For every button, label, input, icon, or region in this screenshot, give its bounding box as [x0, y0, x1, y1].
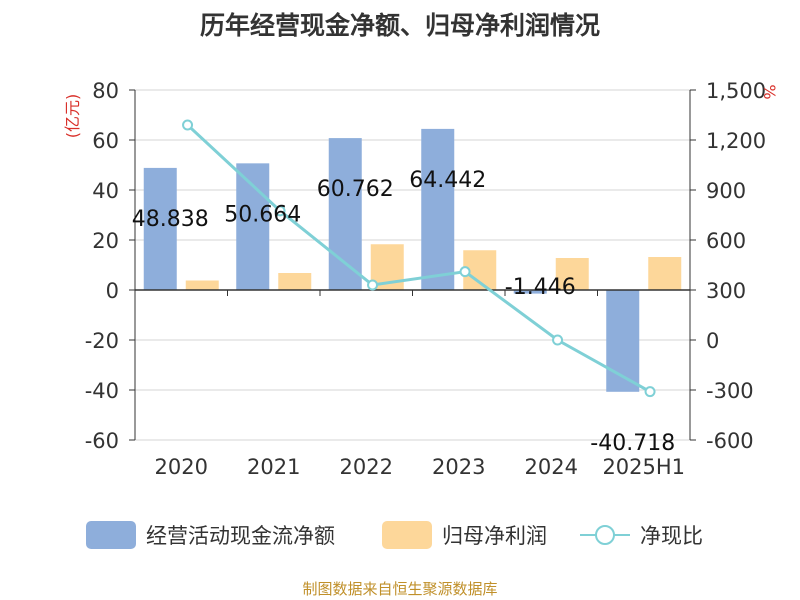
legend-swatch-ratio	[580, 521, 630, 549]
axes	[129, 89, 696, 441]
bar-profit	[648, 257, 682, 290]
data-label-cash: 64.442	[409, 168, 486, 193]
ratio-point	[644, 386, 656, 398]
right-tick-label: -600	[706, 429, 754, 453]
x-tick-label: 2023	[432, 455, 485, 479]
left-axis-unit: (亿元)	[63, 94, 82, 139]
ratio-point	[459, 266, 471, 278]
left-tick-label: 0	[106, 279, 119, 303]
right-tick-label: -300	[706, 379, 754, 403]
ratio-line	[182, 119, 656, 398]
bar-profit	[185, 280, 219, 290]
ratio-point	[552, 334, 564, 346]
tick-labels: 80 60 40 20 0 -20 -40 -60 1,500 1,200 900 600 300 0 -3…	[85, 79, 766, 479]
left-tick-label: -20	[85, 329, 119, 353]
ratio-polyline	[186, 123, 651, 393]
legend-item-ratio[interactable]: 净现比	[580, 518, 703, 552]
legend-label-profit: 归母净利润	[442, 524, 547, 548]
legend-swatch-cash	[86, 521, 136, 549]
left-tick-label: 60	[92, 129, 119, 153]
right-tick-label: 600	[706, 229, 746, 253]
legend-label-cash: 经营活动现金流净额	[146, 524, 335, 548]
data-label-cash: 48.838	[132, 207, 209, 232]
left-tick-label: 80	[92, 79, 119, 103]
left-tick-label: 20	[92, 229, 119, 253]
legend-item-profit[interactable]: 归母净利润	[382, 518, 547, 552]
right-tick-label: 300	[706, 279, 746, 303]
right-tick-label: 0	[706, 329, 719, 353]
data-label-cash: 60.762	[317, 177, 394, 202]
bar-cash	[143, 167, 177, 290]
left-tick-label: -60	[85, 429, 119, 453]
legend-swatch-profit	[382, 521, 432, 549]
right-tick-label: 1,500	[706, 79, 766, 103]
right-tick-label: 900	[706, 179, 746, 203]
bar-cash	[513, 290, 547, 294]
left-tick-label: -40	[85, 379, 119, 403]
source-note: 制图数据来自恒生聚源数据库	[302, 580, 498, 598]
bar-cash	[328, 138, 362, 290]
bar-profit	[555, 258, 589, 290]
ratio-point	[367, 279, 379, 291]
bar-cash	[421, 128, 455, 290]
x-tick-label: 2022	[340, 455, 393, 479]
ratio-point	[274, 205, 286, 217]
x-tick-label: 2020	[155, 455, 208, 479]
gridlines	[135, 89, 690, 441]
right-tick-label: 1,200	[706, 129, 766, 153]
data-label-cash: -40.718	[590, 431, 675, 456]
chart-title: 历年经营现金净额、归母净利润情况	[199, 11, 600, 40]
bars	[143, 128, 682, 392]
right-axis-unit: %	[760, 84, 779, 99]
data-label-cash: 50.664	[224, 202, 301, 227]
legend-item-cash[interactable]: 经营活动现金流净额	[86, 518, 335, 552]
data-label-cash: -1.446	[505, 275, 576, 300]
x-tick-label: 2024	[525, 455, 578, 479]
data-labels: 48.838 50.664 60.762 64.442 -1.446 -40.718	[132, 168, 675, 456]
bar-profit	[278, 273, 312, 290]
x-tick-label: 2025H1	[602, 455, 685, 479]
ratio-point	[182, 119, 194, 131]
x-tick-label: 2021	[247, 455, 300, 479]
left-tick-label: 40	[92, 179, 119, 203]
legend-label-ratio: 净现比	[640, 524, 703, 548]
